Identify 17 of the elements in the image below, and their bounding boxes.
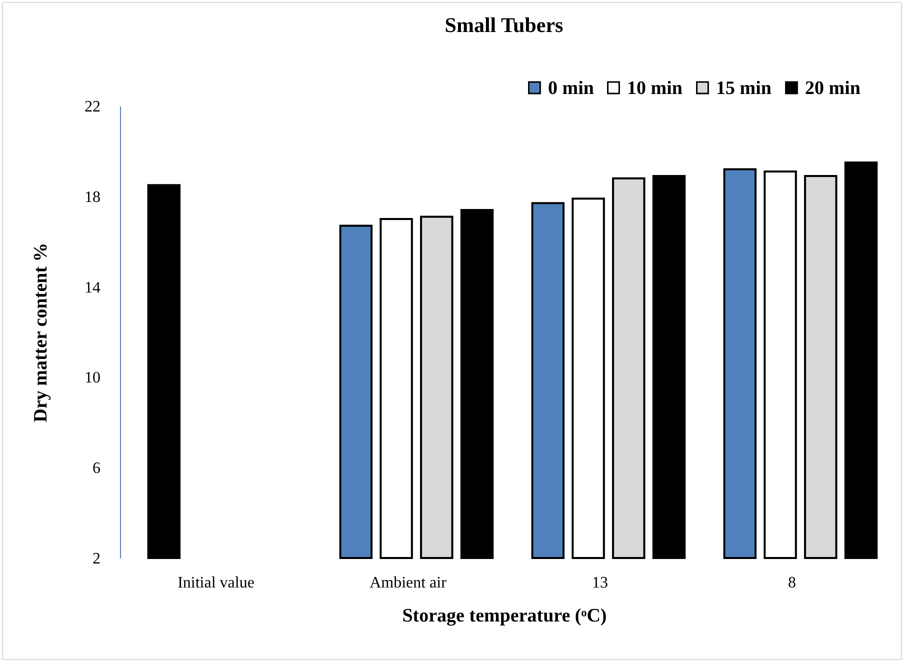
x-tick-label: Ambient air: [370, 574, 448, 592]
y-tick-label: 14: [84, 279, 100, 296]
x-tick-label: 13: [592, 574, 608, 592]
y-tick-label: 10: [84, 370, 100, 387]
y-tick-label: 18: [84, 188, 100, 206]
y-tick-label: 6: [92, 460, 100, 478]
x-axis-title: Storage temperature (ᵒC): [402, 606, 607, 626]
legend-label: 15 min: [716, 78, 772, 99]
legend-label: 20 min: [805, 78, 861, 99]
x-tick-label: 8: [788, 574, 796, 592]
chart-title: Small Tubers: [444, 13, 564, 37]
y-tick-label: 22: [84, 98, 100, 116]
legend-label: 10 min: [627, 78, 683, 99]
y-axis-title: Dry matter content %: [30, 242, 52, 422]
x-tick-label: Initial value: [178, 574, 254, 592]
y-tick-label: 2: [92, 550, 100, 568]
legend-label: 0 min: [548, 78, 594, 99]
